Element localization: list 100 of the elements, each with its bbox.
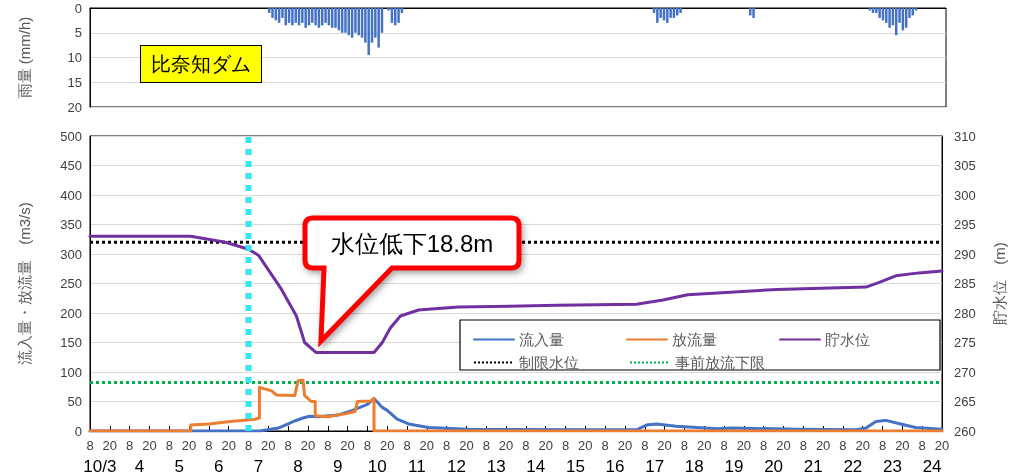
y-tick-label: 400	[60, 187, 82, 203]
x-tick-label: 8	[918, 438, 926, 453]
x-tick-label: 20	[142, 438, 157, 453]
x-tick-label: 20	[379, 438, 395, 453]
x2-tick-label: 5	[174, 457, 184, 475]
x-tick-label: 8	[482, 438, 490, 453]
x2-tick-label: 9	[332, 457, 343, 475]
x-tick-label: 20	[102, 438, 118, 453]
x2-tick-label: 10	[367, 457, 387, 475]
y-tick-label: 350	[60, 217, 82, 232]
y-axis-title: 流入量・放流量 (m3/s)	[16, 202, 33, 365]
x-tick-label: 20	[736, 438, 752, 453]
x2-tick-label: 18	[684, 457, 704, 475]
y2-tick-label: 280	[954, 305, 976, 321]
x-tick-label: 20	[855, 438, 870, 453]
y-tick-label: 10	[67, 50, 82, 65]
x2-tick-label: 8	[293, 457, 303, 475]
y-tick-label: 0	[74, 0, 82, 16]
x-tick-label: 8	[878, 438, 887, 453]
x2-tick-label: 15	[565, 457, 585, 475]
legend-label: 事前放流下限	[675, 354, 765, 371]
x-tick-label: 8	[680, 438, 689, 453]
x2-tick-label: 21	[803, 457, 823, 475]
y2-tick-label: 275	[954, 335, 976, 350]
y-tick-label: 200	[60, 305, 82, 321]
x2-tick-label: 24	[922, 457, 942, 475]
y-tick-label: 15	[67, 74, 82, 90]
x-tick-label: 20	[419, 438, 435, 453]
annotation: 水位低下18.8m	[330, 230, 494, 257]
x-tick-label: 20	[498, 438, 514, 453]
y2-tick-label: 285	[954, 276, 976, 291]
x-tick-label: 20	[221, 438, 236, 453]
x2-tick-label: 11	[408, 457, 426, 475]
x2-tick-label: 10/3	[83, 457, 117, 475]
x-tick-label: 20	[776, 438, 791, 453]
x-tick-label: 20	[697, 438, 712, 453]
x-tick-label: 8	[760, 438, 768, 453]
x-tick-label: 8	[86, 438, 94, 453]
x-tick-label: 20	[538, 438, 553, 453]
x2-tick-label: 16	[605, 457, 625, 475]
x-tick-label: 8	[799, 438, 807, 453]
x2-tick-label: 12	[447, 457, 467, 475]
y2-tick-label: 295	[954, 217, 976, 232]
y-tick-label: 0	[74, 423, 82, 439]
legend-label: 放流量	[672, 331, 717, 348]
y-tick-label: 20	[67, 99, 82, 115]
x2-tick-label: 20	[764, 457, 784, 475]
y-tick-label: 250	[60, 276, 82, 291]
y2-tick-label: 300	[954, 187, 976, 203]
x2-tick-label: 4	[134, 457, 145, 475]
y2-tick-label: 270	[954, 364, 976, 380]
x-tick-label: 20	[934, 438, 950, 453]
y-tick-label: 5	[74, 25, 82, 41]
x-tick-label: 8	[561, 438, 570, 453]
y-axis-title: 雨量 (mm/h)	[16, 16, 33, 99]
y-tick-label: 100	[60, 364, 82, 380]
x-tick-label: 8	[284, 438, 292, 453]
legend-label: 制限水位	[519, 354, 579, 371]
x2-tick-label: 19	[724, 457, 744, 475]
legend-label: 流入量	[519, 331, 564, 348]
x-tick-label: 8	[403, 438, 411, 453]
x-tick-label: 20	[657, 438, 672, 453]
y-tick-label: 500	[60, 128, 82, 144]
y2-tick-label: 260	[954, 423, 976, 439]
x-tick-label: 20	[459, 438, 474, 453]
x-tick-label: 20	[895, 438, 910, 453]
x-tick-label: 20	[340, 438, 355, 453]
x2-tick-label: 6	[214, 457, 224, 475]
x2-tick-label: 7	[253, 457, 264, 475]
x-tick-label: 8	[641, 438, 649, 453]
annotation: 比奈知ダム	[151, 53, 251, 75]
x-tick-label: 8	[839, 438, 847, 453]
x-tick-label: 8	[363, 438, 372, 453]
x-tick-label: 20	[815, 438, 831, 453]
x2-tick-label: 23	[883, 457, 902, 475]
x-tick-label: 8	[443, 438, 451, 453]
y2-axis-title: 貯水位 (m)	[991, 242, 1008, 325]
x2-tick-label: 13	[486, 457, 506, 475]
x-tick-label: 8	[126, 438, 134, 453]
y2-tick-label: 290	[954, 246, 976, 262]
x-tick-label: 20	[261, 438, 276, 453]
x2-tick-label: 22	[843, 457, 863, 475]
y2-tick-label: 310	[954, 128, 976, 144]
x-tick-label: 8	[324, 438, 332, 453]
x-tick-label: 20	[181, 438, 197, 453]
legend-label: 貯水位	[825, 331, 870, 348]
y-tick-label: 450	[60, 158, 82, 173]
x2-tick-label: 14	[526, 457, 546, 475]
x-tick-label: 8	[720, 438, 728, 453]
x-tick-label: 8	[244, 438, 253, 453]
y2-tick-label: 265	[954, 394, 976, 409]
x-tick-label: 8	[601, 438, 609, 453]
x2-tick-label: 17	[645, 457, 665, 475]
y-tick-label: 150	[60, 335, 82, 350]
y-tick-label: 50	[67, 394, 82, 409]
y-tick-label: 300	[60, 246, 82, 262]
x-tick-label: 20	[300, 438, 316, 453]
x-tick-label: 8	[165, 438, 173, 453]
x-tick-label: 8	[205, 438, 213, 453]
x-tick-label: 20	[617, 438, 633, 453]
